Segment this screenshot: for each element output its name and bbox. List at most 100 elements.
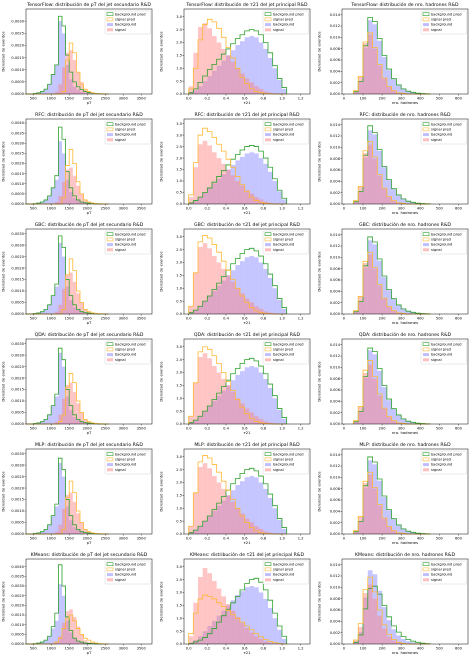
x-tick-label: 3500 [137, 537, 147, 541]
x-tick-label: 0.2 [204, 647, 210, 651]
background-pred-step [188, 145, 288, 204]
background-bar [188, 92, 194, 94]
x-tick-label: 600 [455, 537, 463, 541]
background-bar [254, 587, 259, 644]
legend-label: background [115, 243, 136, 247]
background-bar [240, 371, 245, 424]
axes-frame [341, 448, 469, 535]
background-bar [277, 79, 282, 94]
legend-swatch [107, 578, 113, 582]
background-bar [235, 265, 240, 314]
signal-bar [54, 91, 59, 94]
y-tick-label: 0.0020 [11, 266, 24, 270]
y-tick-label: 0.002 [330, 191, 340, 195]
legend-label: background [115, 463, 136, 467]
x-tick-label: 3000 [119, 537, 129, 541]
legend-box [262, 10, 309, 35]
background-bar [405, 311, 411, 314]
legend-box [262, 120, 309, 145]
background-bar [80, 421, 84, 424]
background-bar [83, 312, 88, 314]
y-tick-label: 0.0030 [11, 463, 24, 467]
background-bar [36, 202, 41, 204]
background-bar [58, 584, 62, 644]
background-bar [216, 505, 222, 534]
y-tick-label: 0.0015 [11, 172, 24, 176]
y-tick-label: 2.5 [176, 468, 182, 472]
background-bar [410, 532, 416, 534]
chart-title: KMeans: distribución de nro. hadrones R&… [355, 551, 455, 558]
chart-panel: QDA: distribución de pT del jet secundar… [0, 330, 158, 440]
legend-swatch [423, 243, 429, 247]
background-bar [212, 183, 217, 204]
y-tick-label: 0.0030 [11, 353, 24, 357]
background-bar [353, 531, 359, 534]
background-bar [263, 268, 268, 314]
y-tick-label: 2.5 [176, 248, 182, 252]
background-pred-step [188, 29, 288, 94]
legend-swatch [107, 573, 113, 577]
signal-bar [358, 187, 363, 204]
background-pred-step [188, 577, 288, 644]
signal-pred-step [188, 18, 287, 95]
background-bar [198, 416, 203, 424]
legend-swatch [107, 353, 113, 357]
axes-frame [183, 228, 311, 315]
legend-label: background pred [273, 12, 304, 16]
y-tick-label: 0.0035 [11, 342, 24, 346]
chart-panel: RFC: distribución de pT del jet secundar… [0, 110, 158, 220]
x-tick-label: 1000 [47, 97, 57, 101]
x-tick-label: 500 [30, 97, 38, 101]
legend-label: background pred [115, 232, 146, 236]
background-bar [72, 527, 77, 534]
signal-bar [258, 528, 264, 534]
legend-label: background [431, 353, 452, 357]
background-bar [377, 40, 383, 94]
background-bar [391, 409, 397, 424]
signal-bar [72, 60, 77, 94]
x-tick-label: 400 [417, 427, 425, 431]
y-tick-label: 0.012 [330, 134, 340, 138]
x-tick-label: 1.2 [298, 427, 304, 431]
y-tick-label: 0.0035 [11, 232, 24, 236]
background-bar [396, 415, 402, 424]
histogram-chart: RFC: distribución de nro. hadrones R&D 0 1… [317, 111, 469, 215]
y-tick-label: 2.5 [176, 578, 182, 582]
background-bar [249, 152, 254, 204]
background-bar [54, 64, 59, 94]
x-tick-label: 500 [30, 207, 38, 211]
legend-label: signal pred [115, 458, 135, 462]
y-tick-label: 0.000 [330, 202, 341, 206]
signal-bar [198, 467, 203, 534]
signal-bar [254, 526, 259, 534]
legend-swatch [422, 122, 430, 126]
x-tick-label: 0.4 [223, 97, 229, 101]
x-tick-label: 1500 [65, 317, 75, 321]
background-bar [51, 187, 55, 204]
signal-bar [230, 501, 236, 534]
background-bar [258, 592, 264, 644]
x-tick-label: 3000 [119, 317, 129, 321]
x-tick-label: 100 [360, 97, 368, 101]
y-tick-label: 0.012 [330, 464, 340, 468]
legend-swatch [265, 578, 271, 582]
y-tick-label: 2.0 [176, 156, 182, 160]
background-bar [207, 625, 212, 644]
y-tick-label: 0.0015 [11, 388, 24, 392]
background-bar [401, 308, 406, 314]
x-axis-label: nro. hadrones [392, 650, 418, 655]
legend-label: background pred [431, 342, 462, 346]
legend-swatch [422, 232, 430, 236]
legend-label: background [115, 23, 136, 27]
signal-bar [221, 163, 226, 204]
legend-label: signal [273, 138, 284, 142]
background-bar [244, 587, 250, 644]
chart-panel: MLP: distribución de nro. hadrones R&D 0 1… [316, 440, 474, 550]
x-tick-label: 2000 [83, 207, 93, 211]
y-tick-label: 0.008 [330, 47, 341, 51]
legend-label: background [273, 133, 294, 137]
y-tick-label: 0.008 [330, 377, 341, 381]
legend-swatch [422, 12, 430, 16]
y-axis-label: Densidad de eventos [1, 581, 6, 621]
x-tick-label: 3000 [119, 207, 129, 211]
